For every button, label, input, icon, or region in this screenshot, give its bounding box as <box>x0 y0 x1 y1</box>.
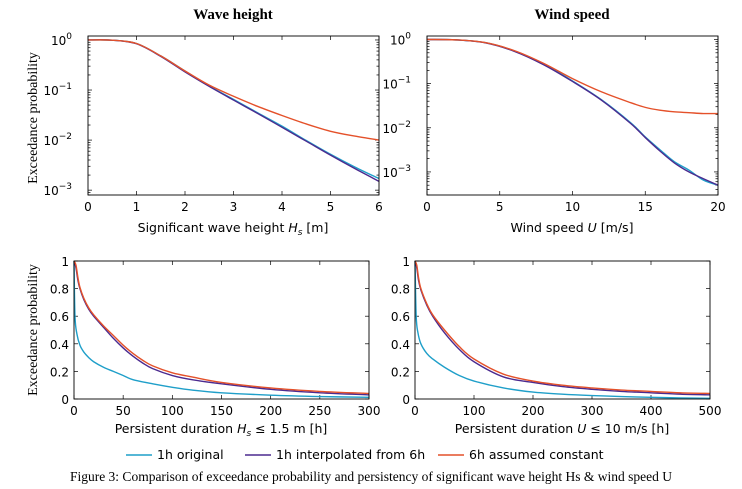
x-tick-label: 100 <box>463 404 486 418</box>
x-tick-label: 100 <box>161 404 184 418</box>
x-axis-label-var: H <box>237 421 247 436</box>
x-tick-label: 6 <box>375 200 383 214</box>
x-tick-label: 300 <box>581 404 604 418</box>
x-axis-label-unit: ≤ 10 m/s [h] <box>586 421 669 436</box>
panel-axes: 0 5 10 15 20 100 10−1 10−2 10−3 <box>382 31 725 214</box>
y-axis-label: Exceedance probability <box>26 264 41 396</box>
y-tick-label: 10−1 <box>43 82 72 98</box>
x-tick-label: 400 <box>640 404 663 418</box>
panel-axes: 0 1 2 3 4 5 6 100 10−1 10−2 10−3 <box>43 32 382 214</box>
series-6h-constant <box>426 38 719 115</box>
x-tick-label: 2 <box>181 200 189 214</box>
series-1h-original <box>73 260 370 399</box>
legend: 1h original 1h interpolated from 6h 6h a… <box>126 447 604 462</box>
panel-series <box>414 260 711 400</box>
x-tick-label: 20 <box>710 200 725 214</box>
x-axis-label-sub: s <box>298 228 303 238</box>
x-axis-label-var: U <box>577 421 586 436</box>
x-axis-label-sub: s <box>246 429 251 439</box>
x-tick-label: 0 <box>70 404 78 418</box>
x-tick-label: 150 <box>210 404 233 418</box>
panel-wave-height: Wave height Exceedance probability 0 1 2 3 4… <box>26 7 383 238</box>
x-tick-label: 1 <box>133 200 141 214</box>
y-tick-label: 1 <box>402 255 410 269</box>
x-tick-label: 500 <box>699 404 722 418</box>
y-tick-label: 0.2 <box>391 365 410 379</box>
panel-title: Wind speed <box>534 7 610 23</box>
x-axis-label-var: U <box>588 220 597 235</box>
x-axis-label: Persistent duration Hs ≤ 1.5 m [h] <box>115 421 328 439</box>
y-tick-label: 10−3 <box>43 182 72 198</box>
x-axis-label-unit: ≤ 1.5 m [h] <box>251 421 327 436</box>
panel-title: Wave height <box>193 7 273 23</box>
x-tick-label: 10 <box>565 200 580 214</box>
x-tick-label: 3 <box>230 200 238 214</box>
x-tick-label: 200 <box>522 404 545 418</box>
x-tick-label: 4 <box>278 200 286 214</box>
x-axis-label-text: Persistent duration <box>455 421 577 436</box>
x-axis-label: Wind speed U [m/s] <box>511 220 634 235</box>
panel-axes: 0 50 100 150 200 250 300 0 0.2 0.4 0.6 0.8 1 <box>50 255 381 418</box>
x-axis-label-unit: [m] <box>302 220 328 235</box>
y-tick-label: 10−3 <box>382 164 411 180</box>
x-tick-label: 250 <box>308 404 331 418</box>
series-1h-original <box>414 260 711 400</box>
series-6h-constant <box>87 39 380 141</box>
y-tick-label: 0.4 <box>391 338 410 352</box>
x-axis-label-text: Significant wave height <box>138 220 289 235</box>
x-tick-label: 0 <box>423 200 431 214</box>
x-axis-label-var: H <box>288 220 298 235</box>
y-tick-label: 10−2 <box>382 120 411 136</box>
x-tick-label: 0 <box>411 404 419 418</box>
series-6h-constant <box>414 260 711 395</box>
x-tick-label: 5 <box>496 200 504 214</box>
y-tick-label: 0.8 <box>50 283 69 297</box>
panel-series <box>87 39 380 182</box>
y-tick-label: 1 <box>61 255 69 269</box>
panel-wind-speed: Wind speed 0 5 10 15 20 100 10−1 10−2 10−3 Wind … <box>382 7 725 235</box>
y-tick-label: 0.6 <box>50 310 69 324</box>
plot-frame <box>426 35 719 196</box>
x-axis-label-text: Persistent duration <box>115 421 237 436</box>
legend-label-1h-interpolated: 1h interpolated from 6h <box>276 447 425 462</box>
y-axis-label: Exceedance probability <box>26 52 41 184</box>
x-tick-label: 300 <box>358 404 381 418</box>
series-1h-interpolated <box>73 260 370 396</box>
y-tick-label: 100 <box>390 31 411 47</box>
x-axis-label: Persistent duration U ≤ 10 m/s [h] <box>455 421 669 436</box>
plot-frame <box>73 260 370 400</box>
y-tick-label: 10−1 <box>382 76 411 92</box>
x-axis-label: Significant wave height Hs [m] <box>138 220 329 238</box>
plot-frame <box>414 260 711 400</box>
panel-persistence-wind: 0 100 200 300 400 500 0 0.2 0.4 0.6 0.8 1 Persisten… <box>391 255 722 436</box>
x-tick-label: 50 <box>116 404 131 418</box>
series-1h-interpolated <box>87 39 380 182</box>
y-tick-label: 0.6 <box>391 310 410 324</box>
y-tick-label: 10−2 <box>43 132 72 148</box>
panel-persistence-wave: Exceedance probability 0 50 100 150 200 250 30… <box>26 255 380 439</box>
legend-label-6h-constant: 6h assumed constant <box>469 447 604 462</box>
panel-series <box>73 260 370 399</box>
y-tick-label: 0.8 <box>391 283 410 297</box>
y-tick-label: 0 <box>402 393 410 407</box>
x-tick-label: 5 <box>327 200 335 214</box>
plot-frame <box>87 35 380 196</box>
y-tick-label: 0 <box>61 393 69 407</box>
y-tick-label: 0.4 <box>50 338 69 352</box>
y-tick-label: 0.2 <box>50 365 69 379</box>
panel-axes: 0 100 200 300 400 500 0 0.2 0.4 0.6 0.8 1 <box>391 255 722 418</box>
figure-caption: Figure 3: Comparison of exceedance proba… <box>70 469 672 484</box>
panel-series <box>426 38 719 186</box>
x-axis-label-unit: [m/s] <box>597 220 634 235</box>
x-tick-label: 15 <box>638 200 653 214</box>
x-tick-label: 200 <box>259 404 282 418</box>
series-6h-constant <box>73 260 370 395</box>
x-tick-label: 0 <box>84 200 92 214</box>
x-axis-label-text: Wind speed <box>511 220 588 235</box>
legend-label-1h-original: 1h original <box>157 447 224 462</box>
y-tick-label: 100 <box>51 32 72 48</box>
